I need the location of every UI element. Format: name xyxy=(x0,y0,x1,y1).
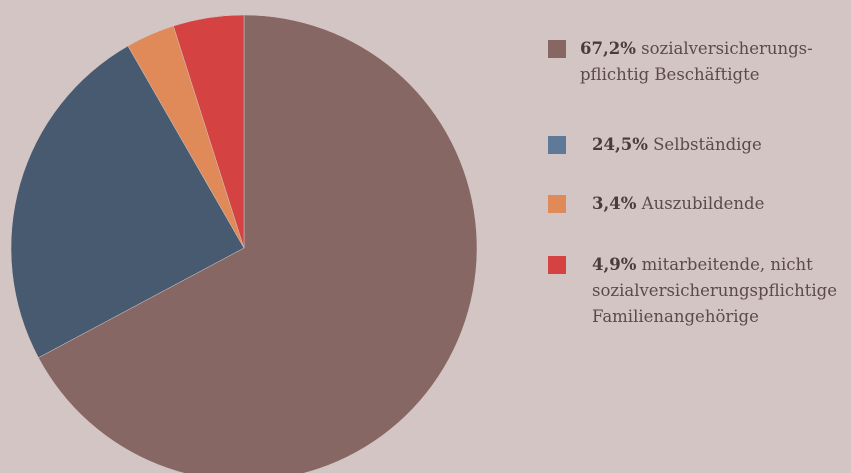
legend-swatch-selbstaendige xyxy=(548,136,566,154)
pie-slices xyxy=(10,14,478,473)
legend-pct-unit: % xyxy=(632,135,648,154)
legend-label-beschaeftigte: 67,2% sozialversicherungs- pflichtig Bes… xyxy=(580,36,813,88)
legend-pct: 24,5 xyxy=(592,135,633,154)
legend-pct-unit: % xyxy=(620,194,637,213)
legend-text: sozialversicherungs- pflichtig Beschäfti… xyxy=(580,39,813,84)
legend-pct: 67,2 xyxy=(580,39,621,58)
legend-item-beschaeftigte: 67,2% sozialversicherungs- pflichtig Bes… xyxy=(548,36,813,88)
legend-label-familienangehoerige: 4,9% mitarbeitende, nicht sozialversiche… xyxy=(592,252,837,330)
legend-pct: 3,4 xyxy=(592,194,621,213)
slice-beschaeftigte xyxy=(38,14,478,473)
legend-item-selbstaendige: 24,5% Selbständige xyxy=(548,132,762,158)
slice-selbstaendige xyxy=(10,45,245,359)
legend-text: mitarbeitende, nicht sozialversicherungs… xyxy=(592,255,837,326)
legend-label-selbstaendige: 24,5% Selbständige xyxy=(592,132,762,158)
legend-swatch-auszubildende xyxy=(548,195,566,213)
legend-swatch-beschaeftigte xyxy=(548,40,566,58)
legend-pct-unit: % xyxy=(620,39,636,58)
legend-label-auszubildende: 3,4% Auszubildende xyxy=(592,191,764,217)
slice-familienangehoerige xyxy=(173,14,245,249)
legend-pct: 4,9 xyxy=(592,255,621,274)
legend-text: Selbständige xyxy=(653,135,762,154)
legend-pct-unit: % xyxy=(620,255,637,274)
legend-swatch-familienangehoerige xyxy=(548,256,566,274)
legend-item-auszubildende: 3,4% Auszubildende xyxy=(548,191,764,217)
legend-item-familienangehoerige: 4,9% mitarbeitende, nicht sozialversiche… xyxy=(548,252,837,330)
legend-text: Auszubildende xyxy=(641,194,765,213)
